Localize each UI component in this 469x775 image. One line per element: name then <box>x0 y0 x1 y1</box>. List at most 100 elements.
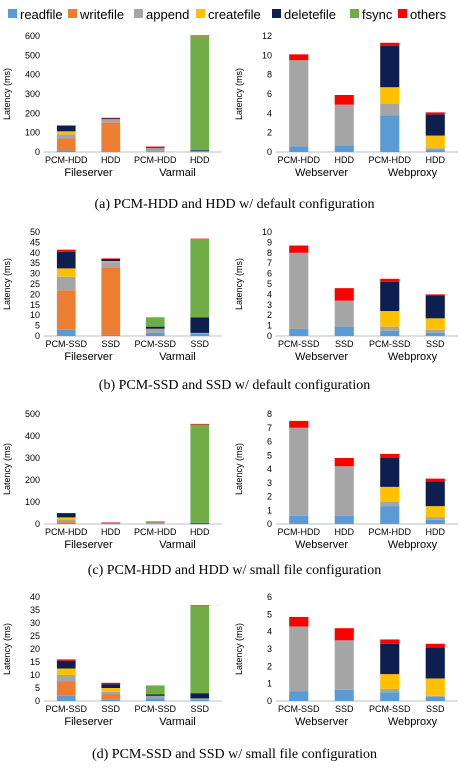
x-category-label: HDD <box>101 155 121 165</box>
bar-segment-readfile <box>56 150 76 152</box>
bar-segment-writefile <box>101 267 121 335</box>
bar-segment-others <box>101 117 121 119</box>
x-category-label: HDD <box>426 527 446 537</box>
y-tick-label: 6 <box>267 592 272 602</box>
legend-label: deletefile <box>284 7 337 23</box>
bar-segment-fsync <box>190 239 210 318</box>
x-category-label: SSD <box>335 704 354 714</box>
legend-swatch <box>196 9 205 19</box>
y-tick-label: 200 <box>25 108 40 118</box>
y-axis-label: Latency (ms) <box>234 68 244 120</box>
x-category-label: PCM-HDD <box>134 155 177 165</box>
y-axis-label: Latency (ms) <box>234 623 244 675</box>
bar-segment-readfile <box>289 146 309 152</box>
y-tick-label: 6 <box>267 269 272 279</box>
y-tick-label: 100 <box>25 128 40 138</box>
bar-segment-readfile <box>56 329 76 336</box>
y-tick-label: 100 <box>25 497 40 507</box>
y-tick-label: 5 <box>267 450 272 460</box>
bar-segment-deletefile <box>380 643 400 675</box>
bar-segment-append <box>101 262 121 268</box>
bar-segment-readfile <box>56 522 76 524</box>
bar-segment-readfile <box>425 150 445 152</box>
y-tick-label: 2 <box>267 310 272 320</box>
bar-segment-others <box>425 478 445 482</box>
x-category-label: HDD <box>190 155 210 165</box>
legend-label: writefile <box>80 7 125 23</box>
chart-c-fileserver-varmail: Latency (ms) 0 100 200 300 400 500 PCM-HDD HDD PC… <box>2 409 222 551</box>
bar-segment-createfile <box>425 506 445 518</box>
bar-segment-createfile <box>425 678 445 696</box>
bar-segment-others <box>56 125 76 126</box>
y-tick-label: 0 <box>267 147 272 157</box>
bar-segment-append <box>289 427 309 516</box>
bar-segment-append <box>101 691 121 695</box>
legend-swatch <box>272 9 281 19</box>
x-group-label: Fileserver <box>64 716 113 728</box>
bar-segment-others <box>145 521 165 523</box>
bar-segment-readfile <box>145 698 165 701</box>
y-tick-label: 7 <box>267 423 272 433</box>
bar-segment-createfile <box>145 522 165 523</box>
bar-segment-append <box>190 332 210 334</box>
x-group-label: Varmail <box>159 539 195 551</box>
bar-segment-append <box>190 151 210 152</box>
y-tick-label: 20 <box>30 289 40 299</box>
bar-segment-readfile <box>56 695 76 701</box>
chart-d-fileserver-varmail: Latency (ms) 0 5 10 15 20 25 30 35 40 PCM-SSD SSD PC… <box>2 592 222 728</box>
bar-segment-readfile <box>289 328 309 336</box>
x-category-label: SSD <box>426 339 445 349</box>
caption-d: (d) PCM-SSD and SSD w/ small file config… <box>91 747 378 762</box>
bar-segment-others <box>101 258 121 260</box>
bar-segment-others <box>380 639 400 644</box>
x-category-label: PCM-SSD <box>278 704 320 714</box>
y-axis-label: Latency (ms) <box>2 443 12 495</box>
bar-segment-others <box>101 682 121 685</box>
bar-segment-readfile <box>289 691 309 701</box>
bar-segment-readfile <box>425 519 445 524</box>
bar-segment-writefile <box>101 694 121 700</box>
bar-segment-readfile <box>145 332 165 336</box>
bar-segment-append <box>101 119 121 123</box>
y-tick-label: 8 <box>267 248 272 258</box>
x-category-label: PCM-SSD <box>45 339 87 349</box>
bar-segment-append <box>56 276 76 291</box>
bar-segment-readfile <box>190 333 210 336</box>
y-tick-label: 1 <box>267 321 272 331</box>
bar-segment-readfile <box>101 699 121 701</box>
y-tick-label: 200 <box>25 475 40 485</box>
bar-segment-append <box>425 329 445 333</box>
x-category-label: SSD <box>190 339 209 349</box>
legend-label: createfile <box>208 7 261 23</box>
bar-segment-createfile <box>101 261 121 263</box>
bar-segment-deletefile <box>56 513 76 518</box>
y-tick-label: 3 <box>267 478 272 488</box>
bar-segment-deletefile <box>425 647 445 679</box>
bar-segment-append <box>289 60 309 147</box>
x-category-label: PCM-SSD <box>369 704 411 714</box>
bar-segment-others <box>334 458 354 467</box>
legend-label: readfile <box>20 7 63 23</box>
legend-item-append: append <box>134 6 189 22</box>
bar-segment-append <box>56 519 76 522</box>
bar-segment-createfile <box>380 87 400 104</box>
chart-a-fileserver-varmail: Latency (ms) 0 100 200 300 400 500 600 PCM-HDD HD… <box>2 31 222 179</box>
bar-segment-others <box>425 112 445 115</box>
x-group-label: Fileserver <box>64 167 113 179</box>
y-tick-label: 7 <box>267 258 272 268</box>
bar-segment-writefile <box>56 521 76 523</box>
legend: readfile writefile append createfile del… <box>0 4 469 24</box>
bar-segment-createfile <box>425 135 445 149</box>
y-tick-label: 25 <box>30 631 40 641</box>
bar-segment-deletefile <box>56 125 76 132</box>
bar-segment-deletefile <box>425 114 445 136</box>
bar-segment-readfile <box>334 689 354 701</box>
bar-segment-deletefile <box>425 481 445 507</box>
bar-segment-others <box>289 420 309 428</box>
bar-segment-others <box>289 245 309 253</box>
caption-b: (b) PCM-SSD and SSD w/ default configura… <box>98 378 371 393</box>
x-category-label: SSD <box>101 704 120 714</box>
bar-segment-deletefile <box>145 147 165 149</box>
x-category-label: PCM-HDD <box>278 155 321 165</box>
bar-segment-append <box>425 695 445 697</box>
